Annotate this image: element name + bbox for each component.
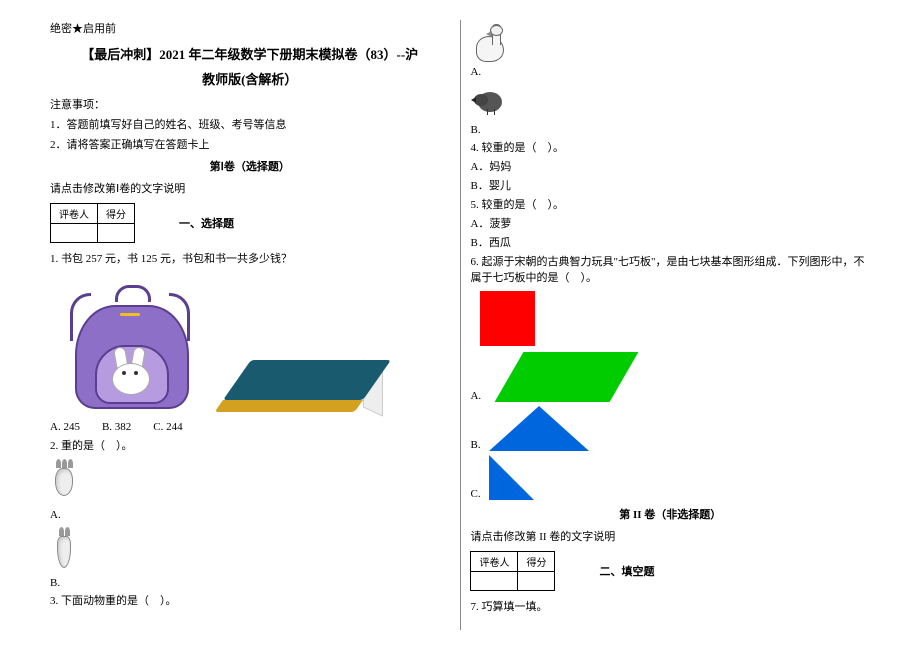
q5-optB: B．西瓜 — [470, 234, 870, 250]
q1-options: A. 245 B. 382 C. 244 — [50, 418, 450, 434]
q2-optB-label: B. — [50, 577, 442, 589]
q6-optA: A. — [470, 352, 870, 402]
score2-h1: 评卷人 — [471, 552, 518, 572]
score-table-2: 评卷人得分 — [470, 551, 555, 591]
chick-icon — [470, 78, 510, 124]
score2-c1 — [471, 572, 518, 591]
part2-instruction: 请点击修改第 II 卷的文字说明 — [470, 528, 870, 544]
exam-subtitle: 教师版(含解析） — [50, 69, 450, 88]
score2-c2 — [518, 572, 555, 591]
q1-text: 1. 书包 257 元，书 125 元，书包和书一共多少钱？ — [50, 250, 450, 266]
score-c1 — [51, 224, 98, 243]
score-table-1: 评卷人得分 — [50, 203, 135, 243]
q5-text: 5. 较重的是（ ）。 — [470, 196, 870, 212]
radish-small-icon — [50, 527, 78, 571]
notes-label: 注意事项： — [50, 96, 450, 112]
q6-optB-label: B. — [470, 439, 480, 451]
q6-square — [480, 291, 870, 346]
q2-optB — [50, 525, 450, 573]
goose-icon — [470, 20, 510, 66]
score-c2 — [98, 224, 135, 243]
score-h1: 评卷人 — [51, 204, 98, 224]
score-block-2: 评卷人得分 二、填空题 — [470, 547, 870, 595]
part2-heading: 第 II 卷（非选择题） — [470, 506, 870, 522]
green-parallelogram-icon — [495, 352, 639, 402]
blue-right-triangle-icon — [489, 455, 534, 500]
note-1: 1．答题前填写好自己的姓名、班级、考号等信息 — [50, 116, 450, 132]
confidential-label: 绝密★启用前 — [50, 20, 450, 36]
blue-isoceles-triangle-icon — [489, 406, 589, 451]
right-column: A. B. 4. 较重的是（ ）。 A．妈妈 B．婴儿 5. 较重的是（ ）。 … — [460, 20, 880, 630]
exam-title: 【最后冲刺】2021 年二年级数学下册期末模拟卷（83）--沪 — [50, 44, 450, 63]
score2-h2: 得分 — [518, 552, 555, 572]
q7-text: 7. 巧算填一填。 — [470, 598, 870, 614]
q2-text: 2. 重的是（ ）。 — [50, 437, 450, 453]
backpack-icon — [60, 275, 200, 415]
score-block-1: 评卷人得分 一、选择题 — [50, 199, 450, 247]
q2-optA-label: A. — [50, 509, 442, 521]
left-column: 绝密★启用前 【最后冲刺】2021 年二年级数学下册期末模拟卷（83）--沪 教… — [40, 20, 460, 630]
section-2-title: 二、填空题 — [599, 563, 654, 579]
q4-text: 4. 较重的是（ ）。 — [470, 139, 870, 155]
q4-optA: A．妈妈 — [470, 158, 870, 174]
q6-optB: B. — [470, 406, 870, 451]
q6-text: 6. 起源于宋朝的古典智力玩具"七巧板"，是由七块基本图形组成．下列图形中，不属… — [470, 253, 870, 285]
red-square-icon — [480, 291, 535, 346]
q3-optB-label: B. — [470, 124, 862, 136]
q6-optC: C. — [470, 455, 870, 500]
q5-optA: A．菠萝 — [470, 215, 870, 231]
book-icon — [223, 360, 363, 415]
radish-large-icon — [50, 459, 78, 503]
note-2: 2．请将答案正确填写在答题卡上 — [50, 136, 450, 152]
score-h2: 得分 — [98, 204, 135, 224]
section-1-title: 一、选择题 — [179, 215, 234, 231]
q4-optB: B．婴儿 — [470, 177, 870, 193]
q3-optA-label: A. — [470, 66, 862, 78]
q2-optA — [50, 457, 450, 505]
q6-optC-label: C. — [470, 488, 480, 500]
q1-figure — [50, 269, 450, 415]
q6-optA-label: A. — [470, 390, 481, 402]
part1-instruction: 请点击修改第Ⅰ卷的文字说明 — [50, 180, 450, 196]
part1-heading: 第Ⅰ卷（选择题） — [50, 158, 450, 174]
q3-text: 3. 下面动物重的是（ ）。 — [50, 592, 450, 608]
